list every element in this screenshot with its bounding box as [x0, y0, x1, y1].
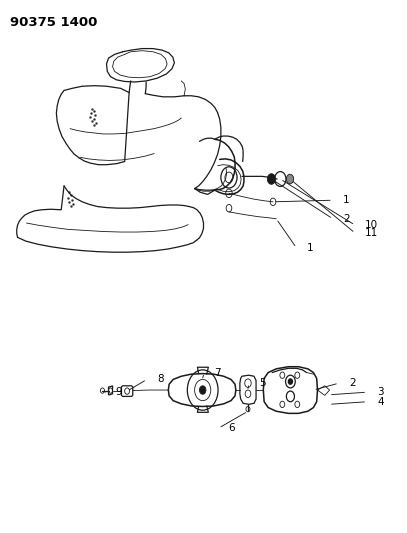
- Text: 8: 8: [157, 375, 164, 384]
- Text: 1: 1: [306, 243, 313, 253]
- Text: 1: 1: [343, 195, 350, 205]
- Text: 5: 5: [259, 378, 266, 388]
- Text: 2: 2: [343, 214, 350, 224]
- Text: 7: 7: [214, 368, 221, 377]
- Text: 2: 2: [349, 378, 356, 388]
- Text: 90375 1400: 90375 1400: [10, 16, 98, 29]
- Circle shape: [287, 174, 293, 184]
- Text: 4: 4: [377, 397, 384, 407]
- Text: 10: 10: [365, 220, 379, 230]
- Text: 11: 11: [365, 228, 379, 238]
- Text: 3: 3: [377, 387, 384, 397]
- Text: 9: 9: [115, 387, 122, 397]
- Circle shape: [199, 386, 206, 394]
- Circle shape: [289, 379, 292, 384]
- Circle shape: [267, 174, 276, 184]
- Text: 6: 6: [229, 423, 235, 433]
